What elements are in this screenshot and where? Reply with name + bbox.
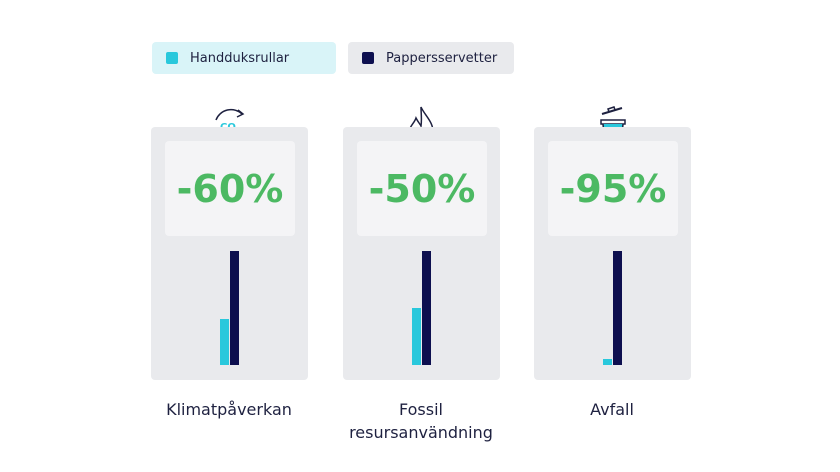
legend-swatch <box>362 52 374 64</box>
bar <box>412 308 421 365</box>
change-label: -95% <box>548 141 678 236</box>
category-label: Avfall <box>590 400 634 419</box>
panel: -50% <box>343 127 500 380</box>
bar <box>613 251 622 365</box>
category-label: Fossil resursanvändning <box>349 400 493 442</box>
panel: -60% <box>151 127 308 380</box>
bar <box>220 319 229 365</box>
bar <box>422 251 431 365</box>
category-label: Klimatpåverkan <box>166 400 292 419</box>
legend-label: Handduksrullar <box>190 50 290 66</box>
change-label: -50% <box>357 141 487 236</box>
bar <box>603 359 612 365</box>
legend-swatch <box>166 52 178 64</box>
legend-label: Pappersservetter <box>386 50 498 66</box>
legend-item: Pappersservetter <box>348 42 514 74</box>
bar <box>230 251 239 365</box>
panel: -95% <box>534 127 691 380</box>
change-label: -60% <box>165 141 295 236</box>
legend-item: Handduksrullar <box>152 42 336 74</box>
